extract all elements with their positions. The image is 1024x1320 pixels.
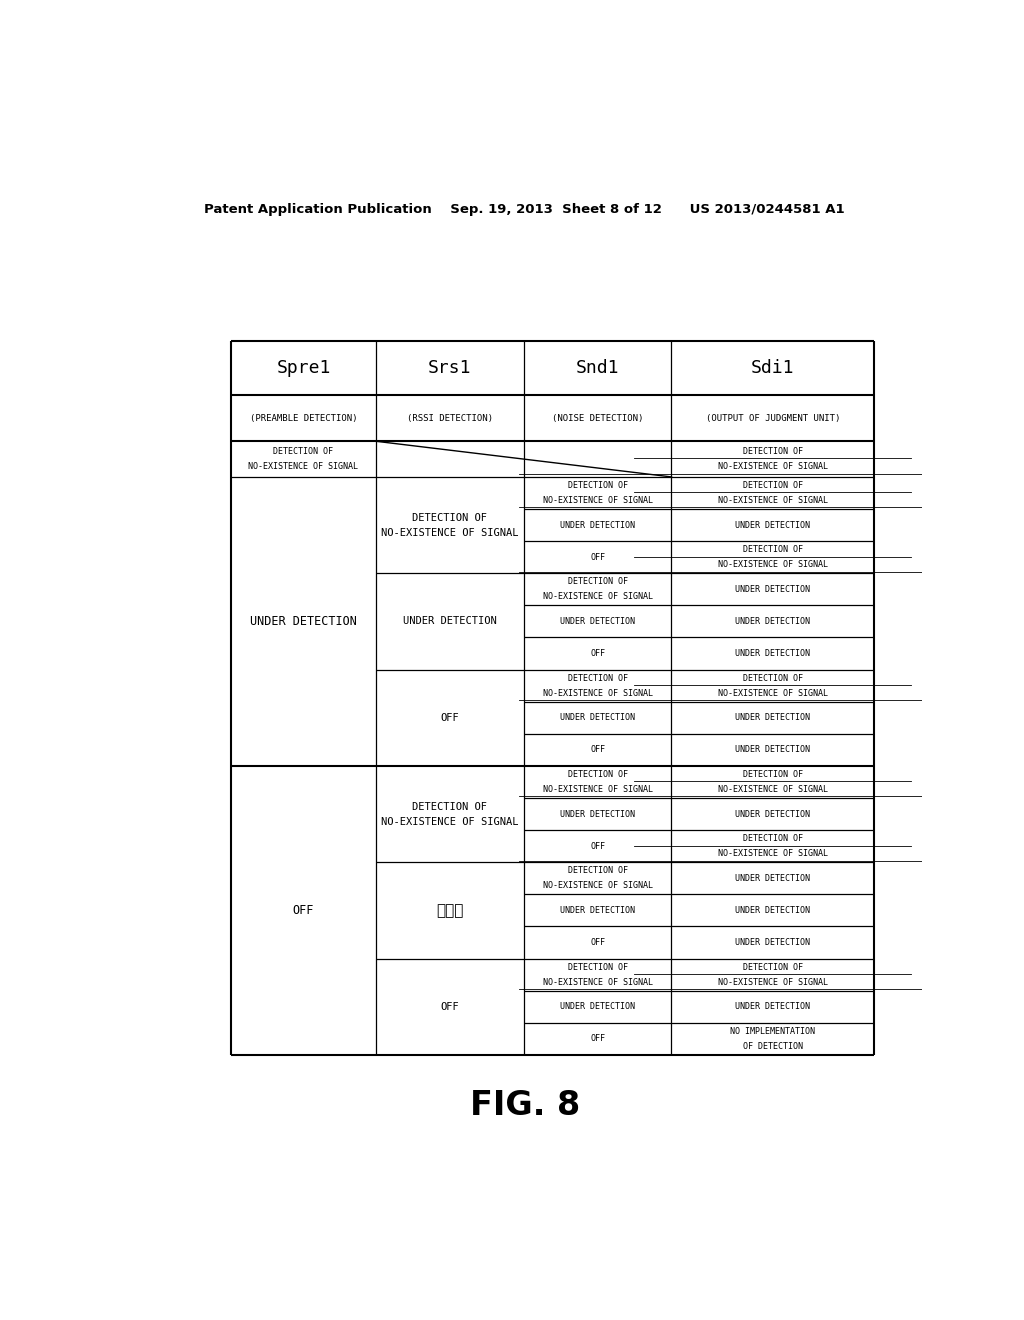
Text: UNDER DETECTION: UNDER DETECTION (560, 520, 635, 529)
Text: NO IMPLEMENTATION: NO IMPLEMENTATION (730, 1027, 815, 1036)
Text: NO-EXISTENCE OF SIGNAL: NO-EXISTENCE OF SIGNAL (718, 462, 827, 471)
Text: UNDER DETECTION: UNDER DETECTION (735, 649, 810, 657)
Text: UNDER DETECTION: UNDER DETECTION (735, 585, 810, 594)
Text: NO-EXISTENCE OF SIGNAL: NO-EXISTENCE OF SIGNAL (543, 689, 652, 698)
Text: Srs1: Srs1 (428, 359, 471, 378)
Text: Spre1: Spre1 (276, 359, 331, 378)
Text: UNDER DETECTION: UNDER DETECTION (735, 906, 810, 915)
Text: NO-EXISTENCE OF SIGNAL: NO-EXISTENCE OF SIGNAL (718, 785, 827, 795)
Text: DETECTION OF: DETECTION OF (567, 866, 628, 875)
Text: UNDER DETECTION: UNDER DETECTION (560, 713, 635, 722)
Text: DETECTION OF: DETECTION OF (742, 962, 803, 972)
Text: DETECTION OF: DETECTION OF (413, 512, 487, 523)
Text: OFF: OFF (590, 842, 605, 850)
Text: OFF: OFF (440, 1002, 459, 1011)
Text: OFF: OFF (590, 649, 605, 657)
Text: UNDER DETECTION: UNDER DETECTION (735, 809, 810, 818)
Text: UNDER DETECTION: UNDER DETECTION (735, 939, 810, 946)
Text: NO-EXISTENCE OF SIGNAL: NO-EXISTENCE OF SIGNAL (381, 528, 518, 537)
Text: NO-EXISTENCE OF SIGNAL: NO-EXISTENCE OF SIGNAL (718, 849, 827, 858)
Text: NO-EXISTENCE OF SIGNAL: NO-EXISTENCE OF SIGNAL (543, 593, 652, 602)
Text: 検出中: 検出中 (436, 903, 464, 917)
Text: OFF: OFF (590, 746, 605, 754)
Text: NO-EXISTENCE OF SIGNAL: NO-EXISTENCE OF SIGNAL (543, 496, 652, 506)
Text: UNDER DETECTION: UNDER DETECTION (250, 615, 357, 628)
Text: OFF: OFF (293, 904, 314, 917)
Text: NO-EXISTENCE OF SIGNAL: NO-EXISTENCE OF SIGNAL (543, 785, 652, 795)
Text: NO-EXISTENCE OF SIGNAL: NO-EXISTENCE OF SIGNAL (543, 978, 652, 986)
Text: DETECTION OF: DETECTION OF (567, 480, 628, 490)
Text: Sdi1: Sdi1 (751, 359, 795, 378)
Text: OFF: OFF (590, 553, 605, 562)
Text: (OUTPUT OF JUDGMENT UNIT): (OUTPUT OF JUDGMENT UNIT) (706, 413, 840, 422)
Text: OFF: OFF (440, 713, 459, 723)
Text: NO-EXISTENCE OF SIGNAL: NO-EXISTENCE OF SIGNAL (249, 462, 358, 471)
Text: DETECTION OF: DETECTION OF (273, 447, 334, 455)
Text: (PREAMBLE DETECTION): (PREAMBLE DETECTION) (250, 413, 357, 422)
Text: UNDER DETECTION: UNDER DETECTION (735, 520, 810, 529)
Text: DETECTION OF: DETECTION OF (742, 545, 803, 554)
Text: DETECTION OF: DETECTION OF (742, 770, 803, 779)
Text: NO-EXISTENCE OF SIGNAL: NO-EXISTENCE OF SIGNAL (381, 817, 518, 826)
Text: NO-EXISTENCE OF SIGNAL: NO-EXISTENCE OF SIGNAL (718, 560, 827, 569)
Text: FIG. 8: FIG. 8 (470, 1089, 580, 1122)
Text: DETECTION OF: DETECTION OF (742, 480, 803, 490)
Text: (RSSI DETECTION): (RSSI DETECTION) (407, 413, 493, 422)
Text: OF DETECTION: OF DETECTION (742, 1041, 803, 1051)
Text: Patent Application Publication    Sep. 19, 2013  Sheet 8 of 12      US 2013/0244: Patent Application Publication Sep. 19, … (205, 203, 845, 215)
Text: DETECTION OF: DETECTION OF (567, 577, 628, 586)
Text: UNDER DETECTION: UNDER DETECTION (560, 1002, 635, 1011)
Text: DETECTION OF: DETECTION OF (742, 834, 803, 843)
Text: OFF: OFF (590, 939, 605, 946)
Text: DETECTION OF: DETECTION OF (567, 962, 628, 972)
Text: Snd1: Snd1 (575, 359, 620, 378)
Text: NO-EXISTENCE OF SIGNAL: NO-EXISTENCE OF SIGNAL (718, 978, 827, 986)
Text: DETECTION OF: DETECTION OF (567, 673, 628, 682)
Text: UNDER DETECTION: UNDER DETECTION (560, 906, 635, 915)
Text: OFF: OFF (590, 1035, 605, 1043)
Text: (NOISE DETECTION): (NOISE DETECTION) (552, 413, 643, 422)
Text: UNDER DETECTION: UNDER DETECTION (735, 1002, 810, 1011)
Text: UNDER DETECTION: UNDER DETECTION (402, 616, 497, 627)
Text: NO-EXISTENCE OF SIGNAL: NO-EXISTENCE OF SIGNAL (718, 496, 827, 506)
Text: DETECTION OF: DETECTION OF (742, 447, 803, 455)
Text: UNDER DETECTION: UNDER DETECTION (560, 809, 635, 818)
Text: DETECTION OF: DETECTION OF (742, 673, 803, 682)
Text: DETECTION OF: DETECTION OF (567, 770, 628, 779)
Text: UNDER DETECTION: UNDER DETECTION (560, 616, 635, 626)
Text: UNDER DETECTION: UNDER DETECTION (735, 713, 810, 722)
Text: UNDER DETECTION: UNDER DETECTION (735, 874, 810, 883)
Text: DETECTION OF: DETECTION OF (413, 801, 487, 812)
Text: NO-EXISTENCE OF SIGNAL: NO-EXISTENCE OF SIGNAL (718, 689, 827, 698)
Text: NO-EXISTENCE OF SIGNAL: NO-EXISTENCE OF SIGNAL (543, 882, 652, 890)
Text: UNDER DETECTION: UNDER DETECTION (735, 616, 810, 626)
Text: UNDER DETECTION: UNDER DETECTION (735, 746, 810, 754)
